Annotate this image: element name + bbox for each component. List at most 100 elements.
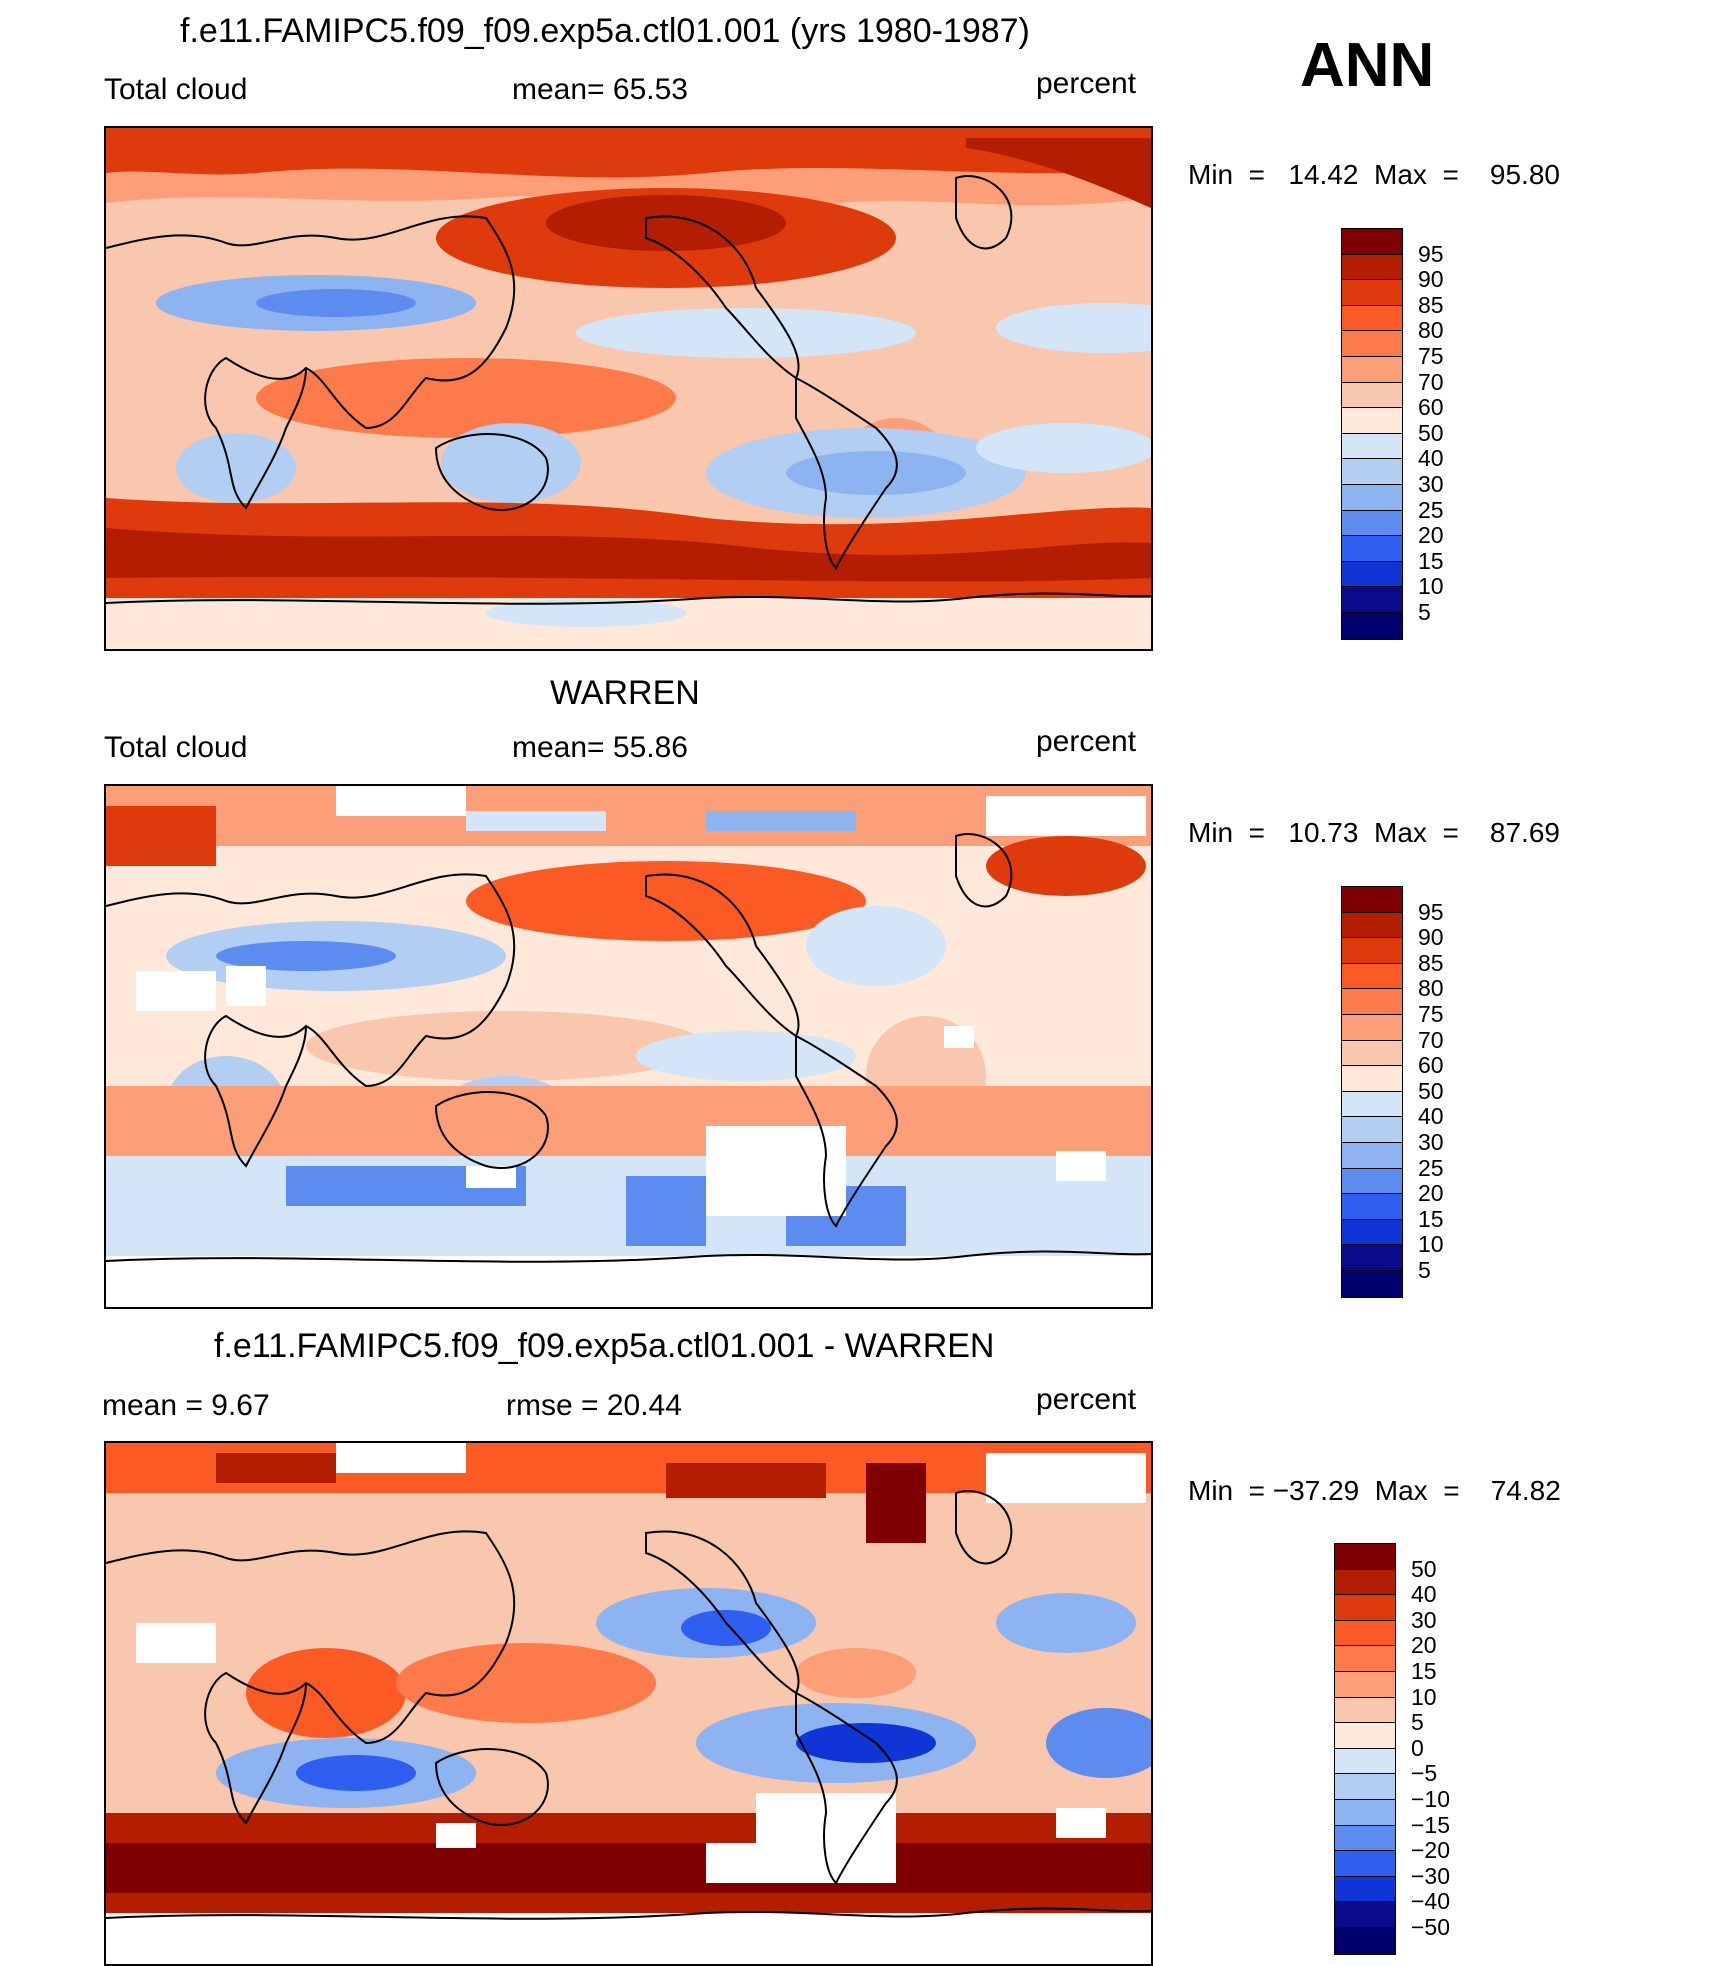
missing-greenland [986, 1453, 1146, 1503]
colorbar-tick-label: −50 [1411, 1914, 1451, 1940]
north-pacific-core [546, 195, 786, 251]
colorbar-tick-label: 95 [1418, 898, 1444, 925]
missing-greenland [986, 796, 1146, 836]
colorbar-swatch [1342, 229, 1402, 255]
colorbar-swatch [1342, 561, 1402, 588]
colorbar-swatch [1342, 612, 1402, 639]
season-label: ANN [1300, 31, 1435, 100]
colorbar-tick-label: 15 [1411, 1658, 1437, 1684]
colorbar-tick-label: 10 [1411, 1683, 1437, 1710]
colorbar-tick-label: 90 [1418, 266, 1444, 293]
colorbar-tick-label: 20 [1411, 1632, 1437, 1659]
coastlines [106, 1490, 1151, 1920]
colorbar-swatch [1342, 1245, 1402, 1271]
hudson-high [866, 1463, 926, 1543]
colorbar-swatch [1342, 254, 1402, 281]
colorbar-tick-label: 15 [1418, 1205, 1444, 1232]
arctic-high-2 [666, 1463, 826, 1498]
southeast-pacific-core [796, 1723, 936, 1763]
panel-diff-mean: mean = 9.67 [102, 1389, 270, 1422]
colorbar-swatch [1342, 510, 1402, 537]
missing-southern-2 [436, 1823, 476, 1848]
africa-positive [246, 1648, 406, 1738]
colorbar-tick-label: 5 [1418, 1257, 1431, 1283]
colorbar-tick-label: 40 [1418, 1103, 1444, 1130]
colorbar-tick-label: −20 [1411, 1837, 1451, 1864]
panel-obs-mean: mean= 55.86 [512, 731, 688, 764]
colorbar-swatch [1335, 1748, 1395, 1775]
panel-diff-map [104, 1441, 1153, 1966]
coastlines [106, 833, 1151, 1263]
south-atlantic-negative [1046, 1708, 1151, 1778]
colorbar-tick-label: 85 [1418, 291, 1444, 318]
warm-pool-positive [396, 1643, 656, 1723]
colorbar-swatch [1342, 1014, 1402, 1041]
missing-southern-2 [1056, 1151, 1106, 1181]
colorbar-swatch [1335, 1723, 1395, 1749]
colorbar-swatch [1335, 1544, 1395, 1570]
colorbar-swatch [1342, 1091, 1402, 1118]
colorbar-tick-label: 10 [1418, 573, 1444, 600]
panel-obs-title: WARREN [550, 674, 700, 712]
colorbar-swatch [1342, 408, 1402, 434]
colorbar-swatch [1335, 1646, 1395, 1672]
panel-diff-colorbar [1334, 1543, 1396, 1955]
panel-obs-variable: Total cloud [104, 731, 248, 764]
colorbar-tick-label: 50 [1418, 419, 1444, 446]
colorbar-tick-label: 50 [1411, 1555, 1437, 1582]
colorbar-swatch [1342, 587, 1402, 613]
colorbar-swatch [1335, 1774, 1395, 1800]
colorbar-swatch [1335, 1697, 1395, 1724]
north-atlantic-negative [996, 1593, 1136, 1653]
colorbar-swatch [1335, 1927, 1395, 1954]
colorbar-tick-label: 20 [1418, 522, 1444, 549]
colorbar-swatch [1342, 280, 1402, 306]
colorbar-swatch [1342, 938, 1402, 964]
colorbar-swatch [1342, 459, 1402, 485]
colorbar-tick-label: 30 [1418, 1129, 1444, 1155]
colorbar-swatch [1335, 1825, 1395, 1852]
panel-obs-minmax: Min = 10.73 Max = 87.69 [1188, 817, 1560, 848]
colorbar-tick-label: 85 [1418, 949, 1444, 976]
panel-model-minmax: Min = 14.42 Max = 95.80 [1188, 159, 1560, 190]
colorbar-swatch [1342, 989, 1402, 1015]
colorbar-swatch [1335, 1595, 1395, 1621]
colorbar-tick-label: 70 [1418, 1026, 1444, 1053]
colorbar-tick-label: −40 [1411, 1888, 1451, 1915]
colorbar-tick-label: 5 [1418, 599, 1431, 625]
panel-diff-map-svg [106, 1443, 1151, 1964]
north-america-clear [806, 906, 946, 986]
arctic-clear-1 [466, 811, 606, 831]
panel-model-mean: mean= 65.53 [512, 73, 688, 106]
missing-southern-1 [706, 1843, 766, 1883]
colorbar-tick-label: −5 [1411, 1760, 1438, 1787]
panel-model-variable: Total cloud [104, 73, 248, 106]
missing-southeast-pacific [706, 1126, 846, 1216]
panel-diff-units: percent [1036, 1383, 1137, 1416]
arctic-band [106, 786, 1151, 846]
colorbar-tick-label: 40 [1411, 1581, 1437, 1608]
missing-southern-1 [466, 1166, 516, 1188]
panel-model-map-svg [106, 128, 1151, 649]
colorbar-swatch [1342, 382, 1402, 409]
colorbar-swatch [1342, 887, 1402, 913]
north-atlantic-cloud [986, 836, 1146, 896]
colorbar-tick-label: 20 [1418, 1180, 1444, 1207]
southern-ocean-core [106, 1843, 1151, 1893]
sahara-core [256, 289, 416, 317]
colorbar-tick-label: 25 [1418, 496, 1444, 523]
colorbar-swatch [1342, 1270, 1402, 1297]
colorbar-swatch [1335, 1671, 1395, 1698]
missing-arabia [226, 966, 266, 1006]
australia-clear [441, 423, 581, 503]
colorbar-tick-label: 60 [1418, 1052, 1444, 1079]
colorbar-tick-label: 40 [1418, 445, 1444, 472]
colorbar-swatch [1342, 305, 1402, 332]
colorbar-swatch [1342, 1219, 1402, 1246]
arctic-high-1 [216, 1453, 336, 1483]
central-pacific-positive [796, 1648, 916, 1698]
colorbar-swatch [1342, 356, 1402, 383]
arctic-europe [106, 806, 216, 866]
panel-model-map [104, 126, 1153, 651]
north-pacific-clear [576, 308, 916, 358]
